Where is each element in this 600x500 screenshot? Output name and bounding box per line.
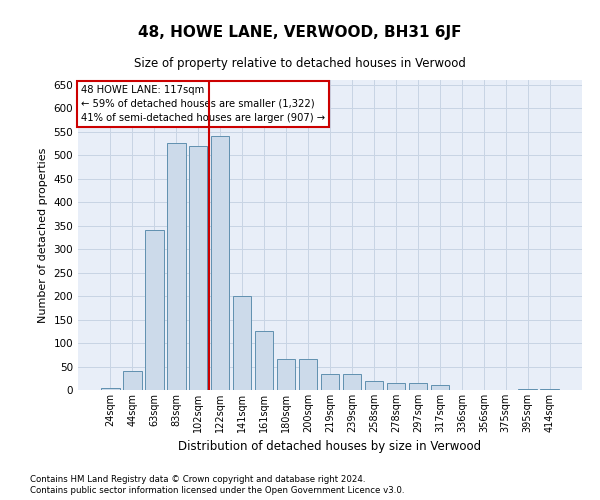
Bar (123, 371, 142, 390)
Bar (320, 374, 340, 390)
Bar (343, 374, 361, 390)
Bar (409, 383, 427, 390)
Bar (189, 146, 208, 390)
X-axis label: Distribution of detached houses by size in Verwood: Distribution of detached houses by size … (178, 440, 482, 454)
Bar (145, 230, 164, 390)
Bar (518, 389, 537, 390)
Bar (431, 386, 449, 390)
Bar (233, 296, 251, 390)
Text: 48, HOWE LANE, VERWOOD, BH31 6JF: 48, HOWE LANE, VERWOOD, BH31 6JF (138, 25, 462, 40)
Bar (299, 360, 317, 390)
Y-axis label: Number of detached properties: Number of detached properties (38, 148, 48, 322)
Text: Size of property relative to detached houses in Verwood: Size of property relative to detached ho… (134, 58, 466, 70)
Text: Contains HM Land Registry data © Crown copyright and database right 2024.: Contains HM Land Registry data © Crown c… (30, 475, 365, 484)
Text: 48 HOWE LANE: 117sqm
← 59% of detached houses are smaller (1,322)
41% of semi-de: 48 HOWE LANE: 117sqm ← 59% of detached h… (80, 84, 325, 122)
Bar (386, 383, 405, 390)
Bar (255, 332, 274, 390)
Bar (541, 389, 559, 390)
Bar (277, 360, 295, 390)
Bar (167, 144, 185, 390)
Bar (101, 388, 119, 390)
Text: Contains public sector information licensed under the Open Government Licence v3: Contains public sector information licen… (30, 486, 404, 495)
Bar (211, 136, 229, 390)
Bar (365, 380, 383, 390)
